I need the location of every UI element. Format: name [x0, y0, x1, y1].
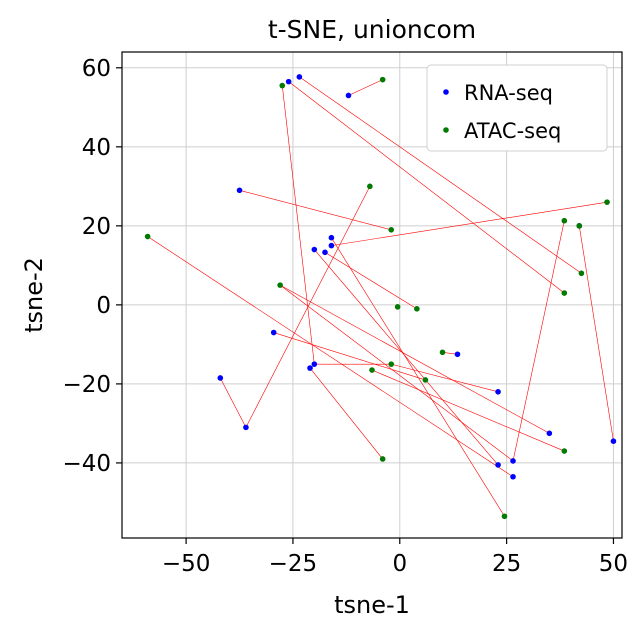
link-line	[239, 190, 392, 231]
atac-seq-point	[561, 448, 568, 454]
x-tick-label: −25	[269, 551, 318, 577]
link-line	[391, 363, 499, 393]
link-line	[299, 76, 582, 274]
rna-seq-point	[495, 389, 501, 395]
rna-seq-point	[345, 92, 352, 99]
atac-seq-point	[388, 227, 395, 233]
atac-seq-point	[367, 183, 373, 190]
link-line	[331, 237, 505, 517]
x-axis-label: tsne-1	[334, 591, 410, 619]
rna-seq-point	[322, 249, 328, 256]
atac-seq-point	[379, 456, 386, 462]
x-tick-label: 25	[492, 551, 521, 577]
atac-seq-point	[501, 513, 508, 520]
rna-seq-point	[217, 375, 224, 381]
rna-seq-point	[510, 473, 516, 480]
rna-seq-point	[328, 242, 335, 249]
atac-seq-point	[388, 361, 395, 367]
atac-seq-point	[144, 233, 151, 240]
atac-seq-point	[422, 377, 429, 383]
atac-seq-point	[394, 304, 401, 310]
link-line	[279, 284, 514, 462]
y-axis-label: tsne-2	[20, 257, 48, 333]
legend-marker-rna-seq	[443, 89, 449, 95]
y-tick-label: −20	[62, 372, 111, 398]
atac-seq-point	[414, 306, 420, 312]
y-tick-label: −40	[62, 451, 111, 477]
rna-seq-point	[270, 329, 277, 336]
atac-seq-point	[369, 367, 375, 373]
y-tick-label: 60	[82, 56, 111, 82]
link-line	[309, 367, 383, 460]
link-line	[281, 85, 315, 365]
link-line	[512, 220, 565, 462]
rna-seq-point	[285, 78, 292, 85]
rna-seq-point	[236, 187, 243, 194]
atac-seq-point	[604, 199, 610, 205]
rna-seq-point	[328, 234, 335, 241]
rna-seq-point	[510, 458, 516, 464]
rna-seq-point	[311, 246, 318, 253]
atac-seq-point	[561, 290, 568, 296]
atac-seq-point	[439, 349, 446, 356]
rna-seq-point	[307, 365, 313, 371]
rna-seq-point	[454, 351, 461, 358]
link-line	[245, 186, 371, 428]
rna-seq-point	[546, 430, 553, 437]
link-line	[324, 252, 418, 310]
link-line	[273, 332, 426, 381]
atac-seq-point	[576, 223, 583, 229]
legend-marker-atac-seq	[443, 127, 449, 133]
atac-seq-point	[578, 270, 585, 277]
rna-seq-point	[610, 438, 617, 444]
link-line	[314, 249, 499, 466]
y-tick-label: 0	[96, 293, 111, 319]
rna-seq-point	[311, 361, 318, 367]
link-line	[288, 81, 565, 294]
atac-seq-point	[279, 82, 286, 89]
link-line	[220, 377, 247, 428]
x-tick-label: 50	[599, 551, 628, 577]
x-tick-label: −50	[162, 551, 211, 577]
correspondence-links	[147, 76, 614, 517]
legend: RNA-seq ATAC-seq	[426, 64, 608, 152]
axis-ticks: −50 −25 0 25 50 −40 −20 0 20 40 60	[62, 56, 628, 577]
legend-label-rna-seq: RNA-seq	[464, 81, 553, 105]
link-line	[348, 79, 383, 96]
rna-seq-point	[243, 424, 249, 431]
link-line	[371, 369, 565, 452]
chart-title: t-SNE, unioncom	[268, 15, 476, 44]
atac-seq-point	[379, 76, 386, 83]
atac-seq-point	[561, 217, 568, 224]
plot-frame	[121, 51, 623, 539]
link-line	[578, 225, 614, 442]
rna-seq-point	[495, 462, 501, 468]
data-points	[144, 74, 617, 520]
legend-box	[426, 64, 608, 152]
x-tick-label: 0	[392, 551, 407, 577]
legend-label-atac-seq: ATAC-seq	[464, 119, 561, 143]
y-tick-label: 40	[82, 135, 111, 161]
atac-seq-point	[277, 282, 283, 288]
link-line	[279, 284, 550, 434]
y-tick-label: 20	[82, 214, 111, 240]
link-line	[147, 236, 514, 478]
rna-seq-point	[296, 74, 303, 80]
link-line	[331, 201, 608, 246]
